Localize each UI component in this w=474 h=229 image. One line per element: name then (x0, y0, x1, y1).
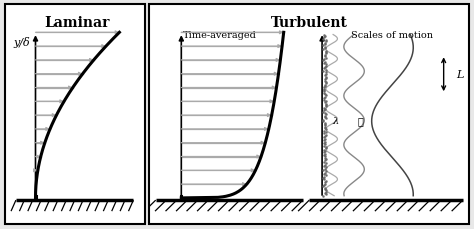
Text: Time-averaged: Time-averaged (183, 31, 256, 40)
Text: Scales of motion: Scales of motion (352, 31, 433, 40)
FancyBboxPatch shape (149, 5, 469, 224)
Text: λ: λ (332, 117, 338, 125)
Text: ℓ: ℓ (357, 117, 364, 125)
Text: Laminar: Laminar (45, 16, 110, 30)
Text: Turbulent: Turbulent (271, 16, 348, 30)
Text: y/δ: y/δ (13, 36, 30, 47)
Text: L: L (456, 70, 464, 80)
FancyBboxPatch shape (5, 5, 145, 224)
